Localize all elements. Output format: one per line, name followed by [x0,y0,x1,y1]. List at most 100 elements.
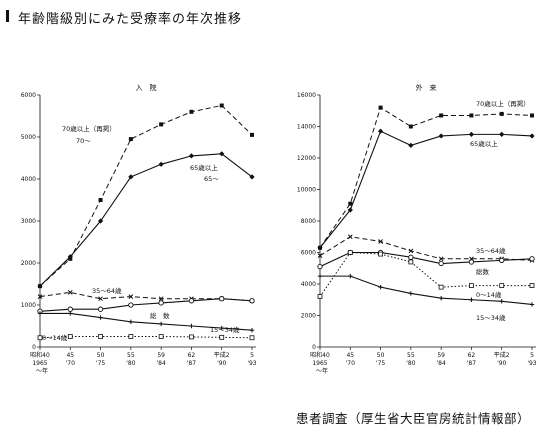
data-point-diamond [438,133,444,139]
y-tick-label: 2000 [301,313,316,320]
series-line [319,236,533,261]
data-point-diamond [97,218,104,224]
data-point-diamond [128,174,134,180]
data-point-circle [438,260,444,267]
chart-inpatient: 入 院0100020003000400050006000昭和40196545'7… [21,83,257,375]
data-point-cross [529,302,535,307]
data-point-cross [378,284,383,290]
data-point-cross [158,321,164,327]
data-point-square [469,113,474,118]
data-point-open-square [317,294,323,300]
data-point-open-square [128,334,134,339]
series-label: 65歳以上 [190,163,218,172]
data-point-diamond [37,283,43,289]
data-point-open-square [378,251,383,257]
series-label: 総数 [476,267,490,276]
y-tick-label: 4000 [21,176,36,183]
series-line [39,104,253,287]
data-point-x [378,239,383,244]
series-label: 15～34歳 [210,325,240,334]
x-tick-label: 昭和40 [310,351,330,359]
series-label-age: 65～ [204,175,219,183]
data-point-open-square [438,284,444,290]
x-tick-label-year: '90 [497,360,506,367]
data-point-circle [158,300,164,306]
x-tick-label: 62 [468,352,476,359]
data-point-circle [408,254,414,260]
data-point-open-square [249,335,255,341]
x-tick-label-year: '84 [156,360,165,367]
y-tick-label: 2000 [21,260,36,267]
x-tick-label: 5 [530,352,534,359]
x-tick-label: 59 [157,352,165,359]
data-point-square [159,122,164,127]
data-point-square [439,113,444,118]
data-point-cross [37,311,43,316]
data-point-x [37,294,43,299]
data-point-circle [97,306,104,312]
data-point-x [128,294,134,299]
data-point-square [128,137,133,142]
x-tick-label-year: '80 [406,360,415,367]
data-point-circle [128,302,134,308]
data-point-diamond [219,151,225,157]
y-tick-label: 1000 [21,302,36,309]
data-point-x [158,296,164,302]
series-line [40,312,253,331]
data-point-circle [219,296,225,302]
x-tick-label: 45 [346,352,354,359]
data-point-circle [468,259,475,265]
y-tick-label: 5000 [21,134,36,141]
data-point-open-square [67,334,73,339]
series-label: 総 数 [150,311,170,320]
x-tick-label: 50 [377,352,385,359]
series-label: 70歳以上（再掲） [476,99,530,108]
data-point-x [347,234,353,240]
data-point-square [250,132,254,137]
data-point-square [408,124,413,129]
x-tick-label: 62 [188,352,196,359]
data-point-diamond [347,207,353,213]
data-point-circle [188,298,195,304]
data-point-cross [348,273,353,279]
x-tick-label-year: '75 [96,360,105,367]
y-tick-label: 6000 [21,92,36,99]
x-tick-label: 45 [66,352,74,359]
data-point-cross [68,311,73,316]
data-point-diamond [317,245,323,251]
series-line [39,298,253,312]
series-label: 65歳以上 [470,139,498,148]
data-point-x [408,248,414,254]
data-point-cross [317,273,323,279]
y-tick-label: 4000 [301,281,316,288]
series-label: 15～34歳 [476,313,506,322]
series-label: 0～14歳 [42,333,68,342]
data-point-circle [317,264,323,270]
data-point-diamond [67,254,73,260]
series-label-age: 70～ [76,137,91,145]
data-point-cross [98,315,103,320]
series-line [39,153,253,287]
x-tick-label-year: '84 [436,360,445,367]
series-label: 70歳以上（再掲） [62,124,116,133]
data-point-open-square [347,250,353,255]
page-title-text: 年齢階級別にみた受療率の年次推移 [18,12,243,27]
data-point-square [219,103,224,108]
x-tick-label-year: '90 [217,360,226,367]
data-point-open-square [499,283,505,288]
x-tick-label-year: '87 [467,360,476,367]
series-line [319,106,533,249]
data-point-open-square [529,283,535,288]
y-tick-label: 3000 [21,218,36,225]
data-point-open-square [98,334,103,339]
data-point-square [378,105,383,110]
chart-outpatient: 外 来 0 2000 4000 6000 8000 10000 12000 14000 16000… [297,83,537,375]
x-tick-label: 平成2 [494,351,510,359]
data-point-diamond [499,131,505,137]
source-note: 患者調査（厚生省大臣官房統計情報部） [296,411,531,426]
series-line [39,336,253,339]
data-point-open-square [408,259,414,265]
x-axis-suffix: ～年 [316,367,328,375]
y-tick-label: 6000 [301,250,316,257]
